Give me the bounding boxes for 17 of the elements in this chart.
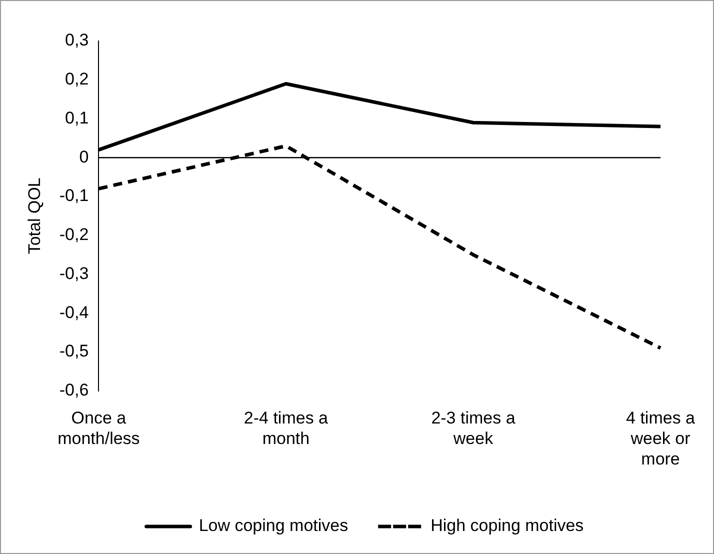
x-tick-label: 2-4 times a month	[244, 408, 329, 448]
x-tick-label: 4 times a week or more	[626, 408, 696, 468]
y-tick-label: 0	[79, 147, 89, 166]
y-tick-label: -0,1	[59, 186, 89, 206]
y-tick-label: -0,3	[59, 264, 89, 283]
legend-label: High coping motives	[430, 516, 584, 536]
x-tick-label: 2-3 times a week	[431, 408, 516, 448]
x-tick-label: Once a month/less	[58, 408, 140, 448]
y-tick-label: 0,1	[65, 108, 89, 128]
y-axis-title: Total QOL	[24, 178, 44, 254]
y-tick-label: -0,2	[59, 225, 89, 244]
legend-label: Low coping motives	[198, 516, 348, 536]
y-tick-label: -0,6	[59, 380, 89, 400]
y-tick-label: 0,2	[65, 70, 89, 89]
y-tick-label: -0,4	[59, 302, 89, 322]
y-tick-label: -0,5	[59, 342, 89, 361]
y-tick-label: 0,3	[65, 30, 89, 50]
